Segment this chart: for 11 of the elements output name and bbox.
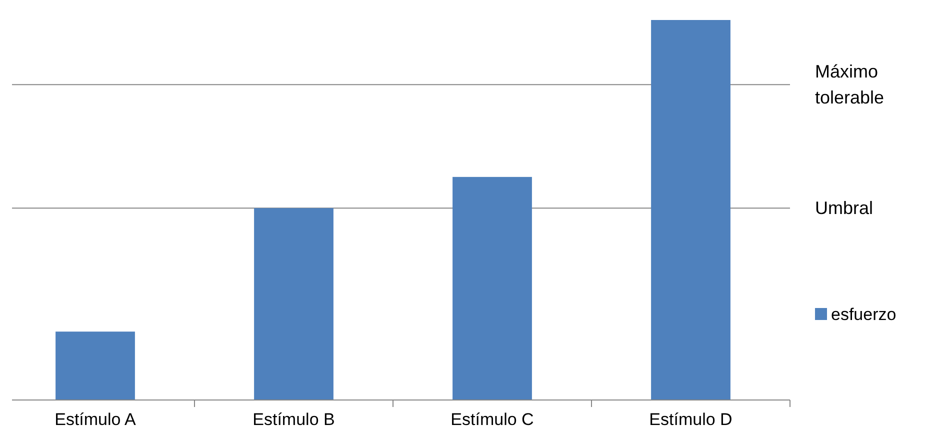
bar (56, 332, 135, 400)
ref-line-label: Umbral (815, 198, 874, 218)
legend-label: esfuerzo (831, 305, 896, 324)
bar (651, 20, 730, 400)
ref-line-label: Máximo tolerable (815, 62, 884, 108)
bar (254, 208, 334, 400)
x-tick-label: Estímulo C (450, 410, 534, 429)
x-tick-label: Estímulo B (252, 410, 335, 429)
x-tick-label: Estímulo D (649, 410, 732, 429)
bar (452, 176, 532, 400)
x-tick-label: Estímulo A (54, 410, 137, 429)
